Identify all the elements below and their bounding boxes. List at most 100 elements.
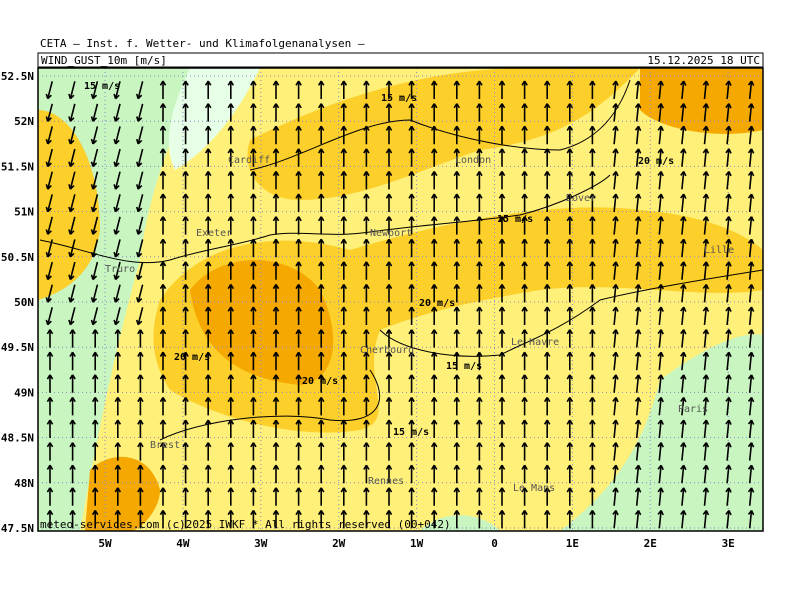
wind-arrow xyxy=(135,171,144,190)
wind-arrow xyxy=(385,283,393,303)
wind-arrow xyxy=(725,283,732,303)
wind-arrow xyxy=(680,509,687,529)
wind-arrow xyxy=(363,170,370,190)
wind-arrow xyxy=(476,170,483,190)
contour-label: 15 m/s xyxy=(84,81,120,92)
wind-arrow xyxy=(543,261,551,280)
lon-label: 3W xyxy=(254,537,268,550)
wind-arrow xyxy=(657,374,664,393)
wind-arrow xyxy=(317,148,325,167)
wind-arrow xyxy=(135,261,144,281)
wind-arrow xyxy=(680,125,687,145)
wind-arrow xyxy=(227,170,235,190)
wind-arrow xyxy=(45,194,54,213)
wind-arrow xyxy=(521,487,528,506)
wind-arrow xyxy=(680,306,687,326)
wind-arrow xyxy=(453,419,461,438)
wind-arrow xyxy=(182,216,189,235)
wind-arrow xyxy=(657,80,664,100)
wind-arrow xyxy=(634,329,642,348)
wind-arrow xyxy=(612,238,619,258)
wind-arrow xyxy=(430,396,438,416)
wind-arrow xyxy=(408,125,415,145)
wind-arrow xyxy=(657,170,664,190)
wind-arrow xyxy=(46,464,54,484)
wind-arrow xyxy=(182,374,189,393)
wind-arrow xyxy=(430,216,438,235)
wind-arrow xyxy=(453,148,461,167)
wind-arrow xyxy=(634,419,642,439)
lat-label: 52N xyxy=(14,115,34,128)
lon-label: 4W xyxy=(176,537,190,550)
wind-arrow xyxy=(204,306,212,325)
wind-arrow xyxy=(317,125,325,145)
wind-arrow xyxy=(476,125,483,145)
wind-arrow xyxy=(476,193,483,212)
wind-arrow xyxy=(385,216,393,235)
wind-arrow xyxy=(498,148,506,167)
wind-arrow xyxy=(453,509,461,529)
wind-arrow xyxy=(204,442,212,461)
wind-arrow xyxy=(159,261,167,280)
wind-arrow xyxy=(566,80,574,99)
wind-arrow xyxy=(137,487,144,506)
wind-arrow xyxy=(430,283,438,303)
wind-arrow xyxy=(725,351,732,371)
wind-arrow xyxy=(657,509,664,529)
wind-arrow xyxy=(340,148,348,167)
wind-arrow xyxy=(317,216,325,235)
wind-arrow xyxy=(408,170,415,190)
wind-arrow xyxy=(543,487,551,506)
lon-label: 0 xyxy=(491,537,498,550)
wind-arrow xyxy=(453,261,461,280)
wind-arrow xyxy=(317,464,325,484)
wind-arrow xyxy=(317,329,325,348)
wind-arrow xyxy=(90,103,99,122)
wind-arrow xyxy=(657,329,664,348)
wind-arrow xyxy=(45,307,54,326)
wind-arrow xyxy=(295,396,302,416)
wind-arrow xyxy=(634,306,642,326)
wind-arrow xyxy=(317,442,325,461)
contour-label: 20 m/s xyxy=(419,298,455,309)
wind-arrow xyxy=(182,419,189,438)
wind-arrow xyxy=(91,419,99,438)
wind-arrow xyxy=(385,193,393,212)
wind-arrow xyxy=(680,419,687,439)
wind-arrow xyxy=(543,216,551,235)
wind-arrow xyxy=(68,216,76,235)
wind-arrow xyxy=(363,419,370,438)
wind-arrow xyxy=(204,216,212,235)
wind-arrow xyxy=(340,80,348,99)
place-label: Cardiff xyxy=(228,155,270,166)
wind-arrow xyxy=(204,103,212,122)
wind-arrow xyxy=(227,283,235,303)
wind-arrow xyxy=(295,170,302,190)
wind-arrow xyxy=(521,148,528,167)
wind-arrow xyxy=(363,148,370,167)
wind-arrow xyxy=(498,329,506,348)
wind-arrow xyxy=(543,351,551,371)
wind-arrow xyxy=(747,306,755,326)
wind-arrow xyxy=(135,194,144,213)
wind-arrow xyxy=(702,329,710,348)
wind-arrow xyxy=(430,306,438,325)
wind-arrow xyxy=(566,283,574,303)
wind-arrow xyxy=(612,261,619,280)
lat-label: 47.5N xyxy=(1,522,34,535)
wind-arrow xyxy=(566,170,574,190)
wind-arrow xyxy=(725,125,732,145)
wind-arrow xyxy=(430,509,438,529)
wind-arrow xyxy=(227,396,235,416)
wind-arrow xyxy=(295,80,302,99)
wind-arrow xyxy=(521,125,528,145)
wind-arrow xyxy=(227,80,235,99)
contour-label: 20 m/s xyxy=(638,156,674,167)
wind-arrow xyxy=(114,351,122,371)
wind-arrow xyxy=(725,487,732,506)
wind-arrow xyxy=(680,442,687,461)
wind-arrow xyxy=(69,396,76,416)
wind-arrow xyxy=(612,442,619,461)
wind-arrow xyxy=(159,306,167,325)
wind-arrow xyxy=(135,307,144,326)
